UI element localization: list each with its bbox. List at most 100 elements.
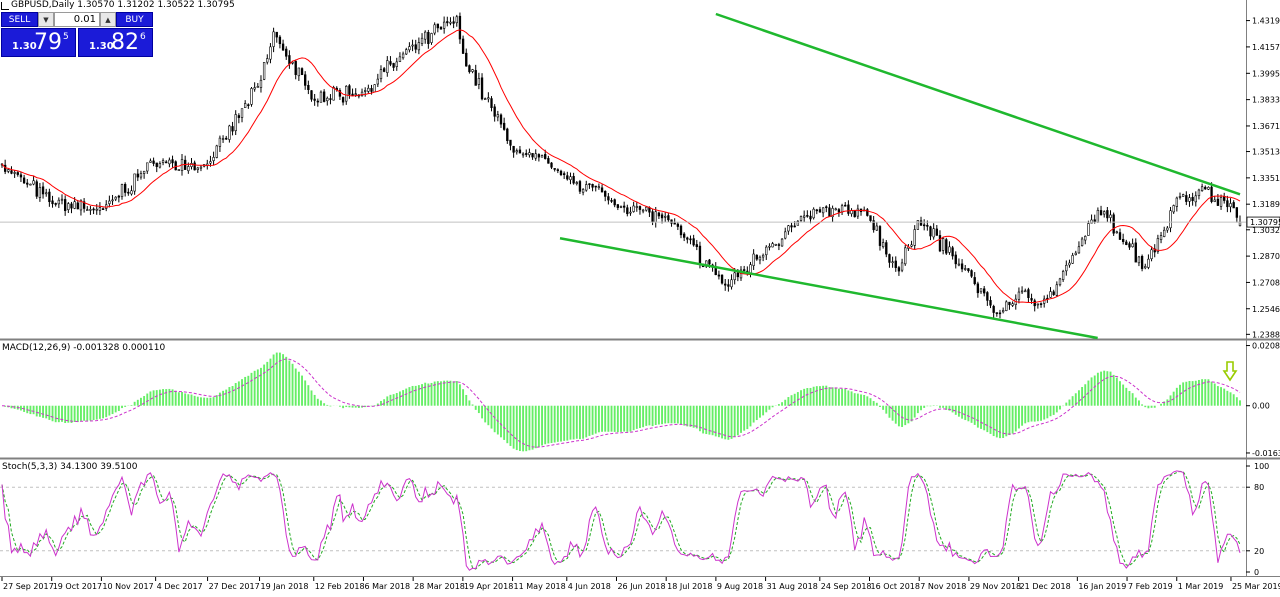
candle-body	[190, 162, 193, 167]
candle-body	[528, 152, 531, 156]
candle-body	[550, 162, 553, 168]
chevron-up-icon: ▲	[105, 15, 111, 24]
lot-increase-button[interactable]: ▲	[100, 12, 116, 27]
candle-body	[828, 207, 831, 218]
candle-body	[951, 247, 954, 257]
candle-body	[225, 137, 228, 140]
candle-body	[67, 203, 70, 210]
candle-body	[146, 162, 149, 172]
candle-body	[948, 246, 951, 253]
lot-size-input[interactable]: 0.01	[54, 12, 100, 27]
candle-body	[193, 162, 196, 171]
price-panel: 1.43195 1.41575 1.39950 1.38330 1.36710 1.351…	[0, 12, 1280, 340]
candle-body	[111, 199, 114, 202]
candle-body	[512, 145, 515, 153]
candle-body	[847, 204, 850, 214]
candle-body	[408, 46, 411, 51]
time-tick-label: 24 Sep 2018	[821, 582, 872, 591]
candle-body	[130, 190, 133, 195]
time-tick-label: 7 Feb 2019	[1128, 582, 1173, 591]
candle-body	[458, 15, 462, 40]
candle-body	[417, 42, 421, 51]
time-tick-label: 16 Jan 2019	[1078, 582, 1126, 591]
candle-body	[1150, 249, 1153, 260]
symbol-line: GBPUSD,Daily 1.30570 1.31202 1.30522 1.3…	[11, 0, 235, 10]
candle-body	[531, 153, 534, 158]
candle-body	[474, 70, 477, 86]
candle-body	[1052, 291, 1055, 295]
candle-body	[553, 168, 556, 170]
candle-body	[894, 260, 897, 268]
candle-body	[338, 90, 342, 97]
sell-button[interactable]: SELL	[1, 12, 38, 27]
candle-body	[992, 306, 995, 313]
price-tick-label: 1.35135	[1252, 148, 1280, 157]
candle-body	[806, 215, 809, 217]
candle-body	[168, 159, 171, 165]
candle-body	[1219, 197, 1223, 207]
candle-body	[540, 155, 544, 158]
candle-body	[345, 85, 348, 102]
time-tick-label: 4 Dec 2017	[157, 582, 203, 591]
buy-quote-fraction: 6	[140, 32, 146, 42]
time-tick-label: 28 Mar 2018	[414, 582, 465, 591]
candle-body	[960, 263, 964, 270]
candle-body	[262, 62, 266, 80]
buy-button[interactable]: BUY	[116, 12, 153, 27]
buy-quote[interactable]: 1.30 82 6	[78, 28, 153, 57]
candle-body	[152, 160, 155, 164]
candle-body	[142, 170, 146, 174]
macd-tick-label: 0.00	[1252, 402, 1270, 411]
candle-body	[35, 181, 38, 197]
candle-body	[215, 145, 218, 158]
candle-body	[1039, 303, 1043, 305]
candle-body	[973, 277, 976, 284]
candle-body	[405, 49, 408, 55]
candle-body	[866, 209, 869, 216]
candle-body	[1055, 284, 1058, 296]
candle-body	[1049, 291, 1052, 298]
candle-body	[468, 65, 471, 73]
lot-decrease-button[interactable]: ▼	[38, 12, 54, 27]
lower-channel-line	[559, 237, 1098, 340]
time-tick-label: 7 Nov 2018	[920, 582, 966, 591]
candle-body	[461, 38, 465, 54]
candle-body	[60, 198, 64, 201]
macd-tick-label: -0.016342	[1252, 449, 1280, 458]
candle-body	[904, 247, 907, 265]
candle-body	[537, 154, 541, 158]
candle-body	[1099, 210, 1103, 216]
time-tick-label: 27 Sep 2017	[3, 582, 54, 591]
stoch-tick-label: 80	[1254, 483, 1264, 492]
candle-body	[449, 21, 452, 24]
price-tick-label: 1.31895	[1252, 200, 1280, 209]
time-tick-label: 9 Aug 2018	[717, 582, 763, 591]
candle-body	[1106, 210, 1109, 219]
macd-signal-line	[1, 358, 1241, 448]
trade-controls-row: SELL ▼ 0.01 ▲ BUY	[1, 12, 153, 28]
time-tick-label: 26 Jun 2018	[617, 582, 665, 591]
candle-body	[834, 208, 837, 211]
candle-body	[221, 138, 225, 140]
time-tick-label: 10 Nov 2017	[102, 582, 153, 591]
sell-quote[interactable]: 1.30 79 5	[1, 28, 76, 57]
candle-body	[480, 77, 484, 100]
candle-body	[266, 58, 269, 63]
candle-body	[1027, 289, 1030, 298]
candle-body	[654, 211, 657, 223]
candle-body	[629, 211, 632, 214]
candle-body	[259, 79, 263, 88]
candle-body	[1030, 298, 1033, 301]
candle-body	[938, 235, 942, 252]
candle-body	[1194, 195, 1197, 203]
candle-body	[515, 150, 518, 153]
candle-body	[1204, 186, 1207, 190]
candle-body	[19, 174, 23, 178]
candle-body	[983, 288, 986, 294]
candle-body	[319, 91, 323, 103]
candle-body	[878, 226, 882, 246]
candle-body	[240, 108, 244, 118]
candle-body	[525, 153, 528, 155]
time-tick-label: 1 Mar 2019	[1178, 582, 1224, 591]
candle-body	[758, 256, 762, 261]
